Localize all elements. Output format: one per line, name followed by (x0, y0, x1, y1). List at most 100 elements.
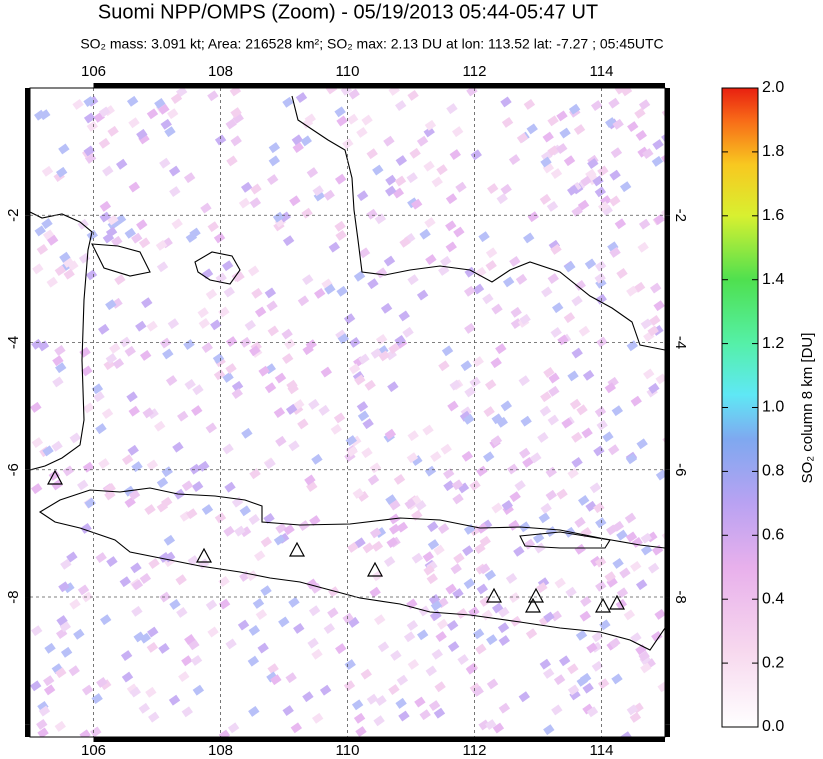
texture-cell (185, 231, 198, 243)
texture-cell (181, 655, 193, 667)
texture-cell (482, 293, 494, 305)
texture-cell (328, 586, 340, 598)
texture-cell (215, 272, 227, 284)
texture-cell (274, 372, 287, 384)
texture-cell (383, 255, 396, 267)
texture-cell (513, 545, 525, 557)
texture-cell (169, 186, 181, 197)
texture-cell (181, 480, 194, 492)
texture-cell (485, 719, 497, 731)
texture-cell (83, 145, 95, 157)
volcano (527, 587, 545, 603)
texture-cell (192, 684, 205, 696)
texture-cell (398, 310, 410, 322)
texture-cell (398, 710, 410, 722)
texture-cell (80, 522, 92, 534)
texture-cell (366, 208, 378, 220)
texture-cell (158, 643, 170, 654)
y-tick-label-left: -6 (5, 463, 22, 476)
texture-cell (330, 423, 342, 435)
texture-cell (54, 265, 67, 276)
volcano (366, 561, 384, 577)
texture-cell (548, 372, 560, 384)
texture-cell (310, 582, 322, 594)
texture-cell (411, 509, 423, 521)
texture-cell (540, 391, 552, 403)
texture-cell (527, 211, 539, 223)
texture-cell (336, 115, 348, 127)
texture-cell (67, 260, 79, 272)
texture-cell (98, 106, 111, 118)
texture-cell (640, 532, 652, 544)
texture-cell (214, 134, 227, 146)
texture-cell (638, 650, 650, 662)
texture-cell (54, 720, 66, 732)
texture-cell (406, 452, 419, 464)
texture-cell (334, 106, 346, 118)
texture-cell (367, 474, 380, 486)
texture-cell (275, 522, 287, 534)
texture-cell (128, 489, 141, 501)
texture-cell (301, 117, 314, 129)
texture-cell (264, 458, 276, 470)
texture-cell (537, 431, 549, 443)
texture-cell (424, 465, 437, 477)
texture-cell (483, 451, 495, 463)
texture-cell (485, 247, 498, 259)
texture-cell (574, 543, 586, 555)
texture-cell (567, 663, 579, 675)
texture-cell (606, 576, 618, 588)
texture-cell (238, 197, 251, 209)
texture-cell (395, 100, 407, 112)
texture-cell (81, 591, 93, 603)
texture-cell (290, 722, 303, 734)
texture-cell (234, 525, 246, 537)
texture-cell (244, 319, 257, 331)
texture-cell (547, 414, 559, 426)
texture-cell (127, 444, 139, 456)
texture-cell (616, 267, 628, 279)
texture-cell (655, 373, 665, 385)
texture-cell (627, 121, 639, 133)
texture-cell (592, 175, 604, 187)
texture-cell (255, 609, 268, 620)
texture-cell (120, 650, 133, 662)
texture-cell (410, 198, 423, 210)
texture-cell (561, 417, 573, 429)
texture-cell (107, 125, 119, 137)
texture-cell (642, 148, 654, 160)
texture-cell (131, 579, 144, 591)
texture-cell (348, 616, 360, 628)
texture-cell (584, 258, 597, 270)
texture-cell (207, 221, 219, 233)
texture-cell (323, 189, 335, 201)
texture-cell (456, 608, 468, 619)
colorbar-label: SO₂ column 8 km [DU] (799, 333, 816, 484)
texture-cell (160, 118, 172, 130)
texture-cell (431, 648, 443, 660)
texture-cell (119, 336, 132, 348)
texture-cell (461, 450, 474, 462)
texture-cell (550, 327, 562, 338)
texture-cell (647, 325, 659, 337)
texture-cell (406, 620, 419, 631)
texture-cell (147, 408, 159, 420)
texture-cell (285, 403, 298, 415)
texture-cell (594, 556, 607, 568)
texture-cell (95, 552, 107, 563)
texture-cell (638, 99, 651, 111)
texture-cell (222, 443, 234, 455)
texture-cell (403, 631, 416, 643)
texture-cell (352, 488, 364, 499)
texture-cell (248, 514, 260, 525)
volcano (485, 587, 503, 603)
texture-cell (500, 400, 513, 412)
texture-cell (292, 142, 304, 154)
texture-cell (630, 395, 642, 407)
texture-cell (630, 632, 642, 644)
texture-cell (227, 722, 240, 734)
texture-cell (184, 634, 196, 645)
texture-cell (30, 680, 42, 692)
texture-cell (154, 97, 166, 109)
texture-cell (479, 596, 491, 607)
